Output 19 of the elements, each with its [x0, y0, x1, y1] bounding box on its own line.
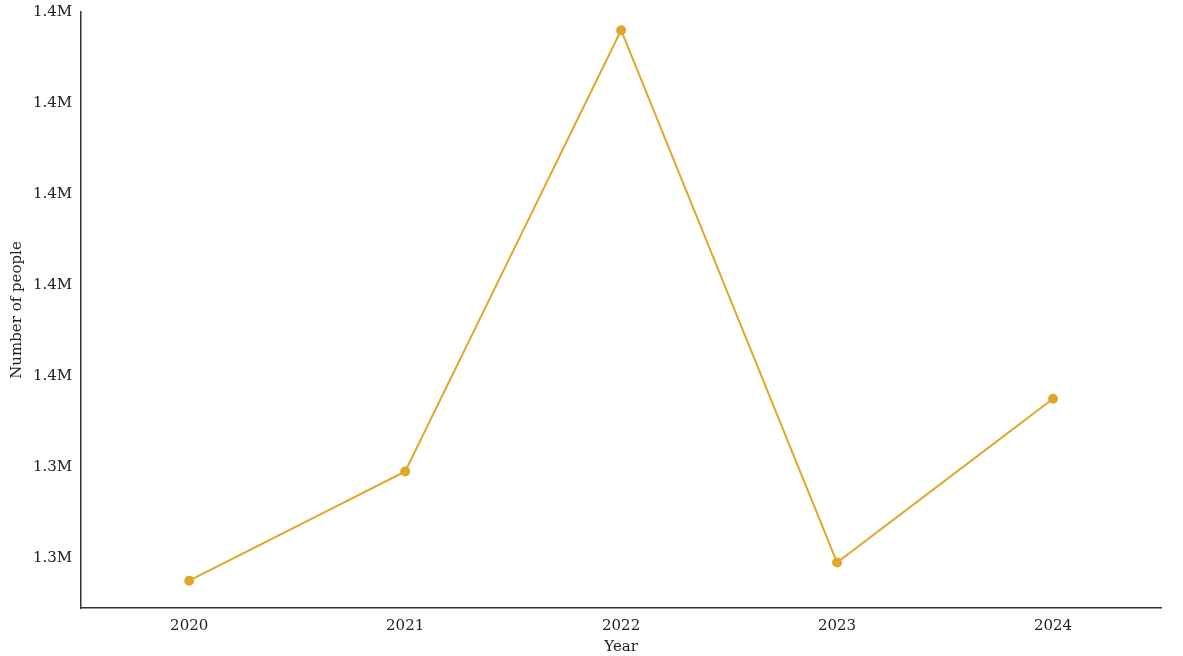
point [1048, 393, 1059, 404]
point [616, 25, 627, 36]
point [400, 466, 411, 477]
x-tick-label: 2022 [602, 615, 641, 634]
y-tick-label: 1.4M [33, 92, 73, 111]
x-tick-label: 2024 [1033, 615, 1073, 634]
x-tick-label: 2021 [386, 615, 425, 634]
point [184, 575, 195, 586]
y-tick-label: 1.3M [33, 547, 73, 566]
y-tick-label: 1.4M [33, 365, 73, 384]
point [832, 557, 843, 568]
y-tick-label: 1.3M [33, 456, 73, 475]
y-axis-title: Number of people [6, 241, 25, 379]
y-tick-label: 1.4M [33, 183, 73, 202]
y-tick-label: 1.4M [33, 1, 73, 20]
x-tick-label: 2020 [170, 615, 209, 634]
x-tick-label: 2023 [817, 615, 857, 634]
x-axis-title: Year [603, 636, 639, 655]
y-tick-label: 1.4M [33, 274, 73, 293]
